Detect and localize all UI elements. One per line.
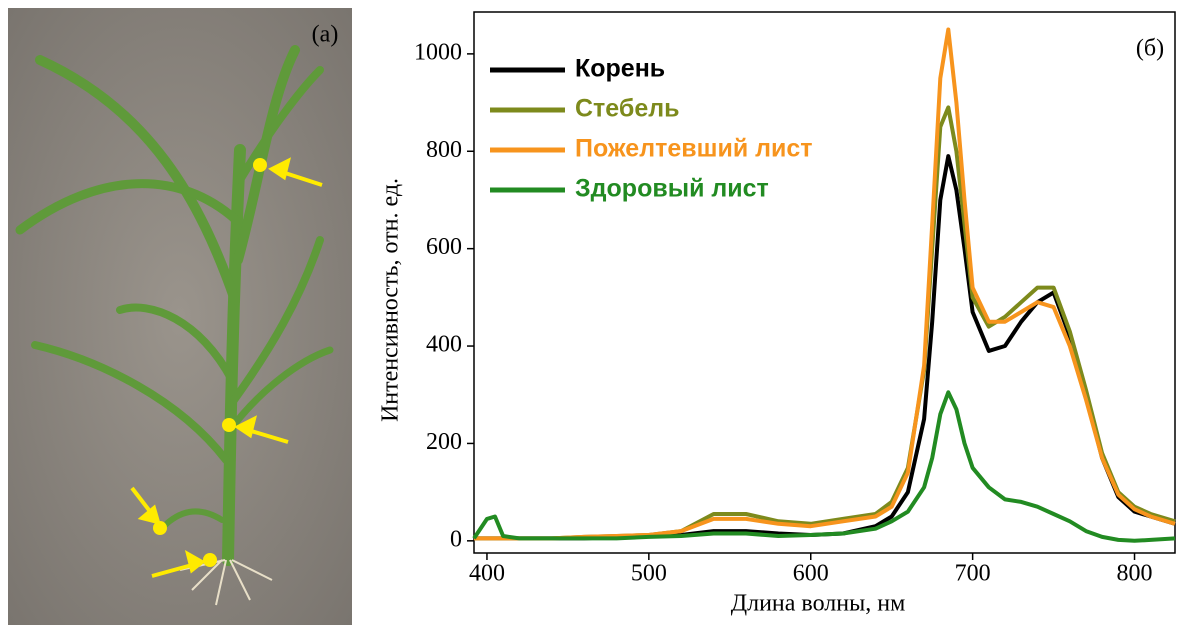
y-tick-label: 800 bbox=[426, 137, 462, 163]
x-tick-label: 600 bbox=[793, 561, 829, 587]
x-axis-title: Длина волны, нм bbox=[731, 591, 906, 617]
panel-label: (б) bbox=[1136, 36, 1164, 62]
figure: (a) (б) Длина волны, нм Интенсивность, о… bbox=[0, 0, 1180, 633]
x-tick-label: 400 bbox=[469, 561, 505, 587]
y-axis-title: Интенсивность, отн. ед. bbox=[378, 178, 404, 422]
y-tick-label: 0 bbox=[450, 526, 462, 552]
legend-label: Пожелтевший лист bbox=[575, 135, 813, 163]
panel-label: (a) bbox=[312, 22, 339, 48]
y-tick-label: 1000 bbox=[414, 39, 462, 65]
series-line bbox=[474, 392, 1175, 541]
y-tick-label: 200 bbox=[426, 429, 462, 455]
legend-label: Здоровый лист bbox=[575, 175, 769, 203]
x-tick-label: 800 bbox=[1117, 561, 1153, 587]
photo-panel: (a) bbox=[8, 8, 352, 625]
photo-background bbox=[8, 8, 352, 625]
legend-label: Корень bbox=[575, 55, 665, 83]
plot-frame bbox=[474, 12, 1175, 553]
legend-label: Стебель bbox=[575, 95, 679, 123]
x-tick-label: 500 bbox=[631, 561, 667, 587]
y-tick-label: 400 bbox=[426, 332, 462, 358]
x-tick-label: 700 bbox=[955, 561, 991, 587]
series-line bbox=[474, 107, 1175, 538]
y-tick-label: 600 bbox=[426, 234, 462, 260]
